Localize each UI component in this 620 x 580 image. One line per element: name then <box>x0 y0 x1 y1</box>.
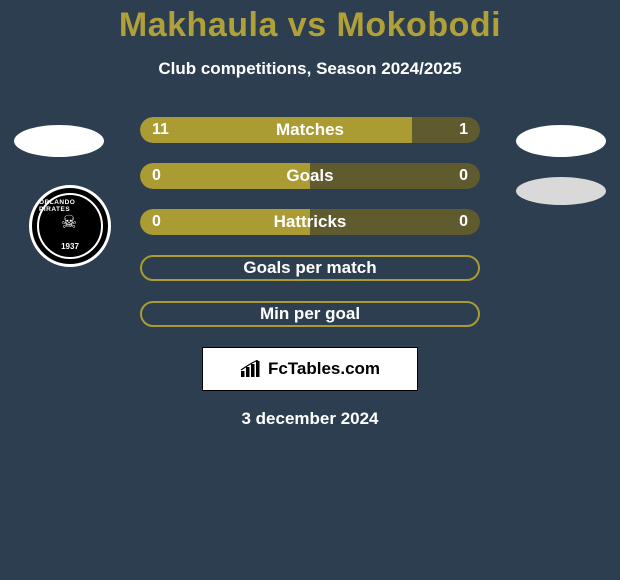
stat-value-left: 0 <box>152 163 161 189</box>
stat-row: 111Matches <box>140 117 480 143</box>
club-left-badge: ORLANDO PIRATES 1937 <box>29 185 111 267</box>
stat-bar-right <box>310 209 480 235</box>
stat-value-right: 0 <box>459 163 468 189</box>
club-badge-name: ORLANDO PIRATES <box>39 199 101 213</box>
snapshot-date: 3 december 2024 <box>0 409 620 429</box>
player-right-placeholder <box>516 125 606 157</box>
watermark-logo: FcTables.com <box>202 347 418 391</box>
skull-crossbones-icon <box>60 215 80 235</box>
player-left-placeholder <box>14 125 104 157</box>
stat-row: 00Hattricks <box>140 209 480 235</box>
club-badge-year: 1937 <box>61 242 79 251</box>
stat-bar-right <box>310 163 480 189</box>
page-subtitle: Club competitions, Season 2024/2025 <box>0 59 620 79</box>
stat-label: Goals per match <box>142 255 478 281</box>
comparison-infographic: Makhaula vs Mokobodi Club competitions, … <box>0 0 620 429</box>
stat-label: Min per goal <box>142 301 478 327</box>
stat-bar-right <box>412 117 480 143</box>
club-right-placeholder <box>516 177 606 205</box>
content-region: ORLANDO PIRATES 1937 111Matches00Goals00… <box>0 117 620 429</box>
stat-value-right: 1 <box>459 117 468 143</box>
stat-row: 00Goals <box>140 163 480 189</box>
stat-bar-left <box>140 209 310 235</box>
stats-bars: 111Matches00Goals00HattricksGoals per ma… <box>140 117 480 327</box>
stat-bar-left <box>140 117 412 143</box>
page-title: Makhaula vs Mokobodi <box>0 6 620 45</box>
bar-chart-icon <box>240 360 262 378</box>
stat-value-right: 0 <box>459 209 468 235</box>
club-badge-inner: ORLANDO PIRATES 1937 <box>37 193 103 259</box>
stat-value-left: 11 <box>152 117 169 143</box>
stat-bar-left <box>140 163 310 189</box>
stat-row: Goals per match <box>140 255 480 281</box>
stat-row: Min per goal <box>140 301 480 327</box>
watermark-text: FcTables.com <box>268 359 380 379</box>
stat-value-left: 0 <box>152 209 161 235</box>
